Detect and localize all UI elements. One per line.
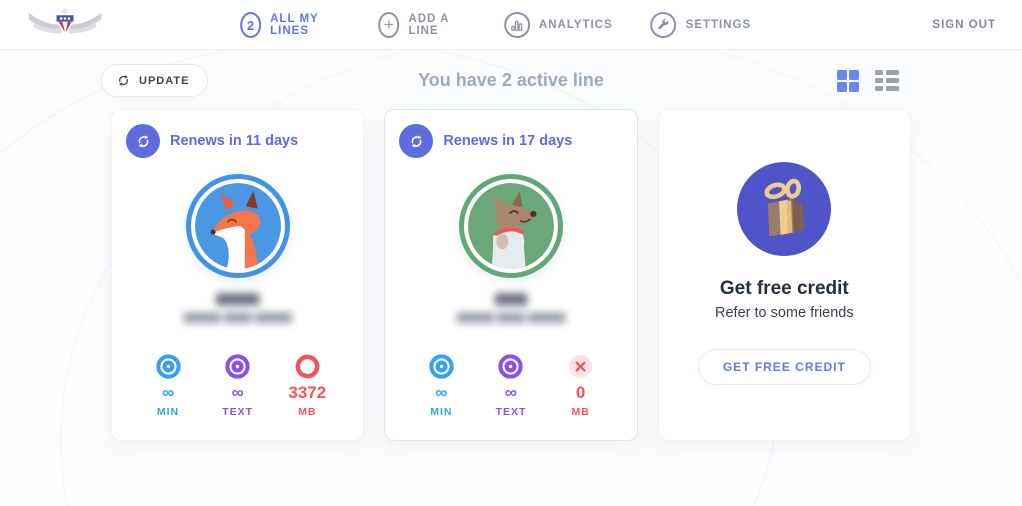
lines-count-badge: 2 — [240, 12, 262, 38]
toolbar: UPDATE You have 2 active line — [101, 64, 921, 97]
avatar-ring — [185, 174, 290, 278]
line-number-blurred: ▆▆▆▆ ▆▆▆ ▆▆▆▆ — [456, 309, 566, 324]
fox-avatar — [194, 183, 281, 269]
nav-add-a-line[interactable]: + ADD A LINE — [378, 12, 466, 38]
data-ring-icon — [295, 355, 320, 379]
data-label: MB — [298, 406, 317, 418]
line-card-1[interactable]: Renews in 11 days ▆▆▆▆ ▆▆▆▆ ▆▆▆ ▆▆▆▆ — [111, 109, 365, 441]
line-cards-row: Renews in 11 days ▆▆▆▆ ▆▆▆▆ ▆▆▆ ▆▆▆▆ — [111, 109, 911, 441]
nav-analytics[interactable]: ANALYTICS — [503, 12, 613, 38]
grid-view-icon[interactable] — [837, 69, 859, 92]
plus-icon: + — [378, 12, 400, 38]
referral-subtitle: Refer to some friends — [715, 305, 854, 321]
gift-icon — [737, 162, 832, 256]
line-number-blurred: ▆▆▆▆ ▆▆▆ ▆▆▆▆ — [183, 309, 292, 324]
lines-count: 2 — [247, 17, 255, 33]
renewal-text: Renews in 11 days — [170, 133, 299, 149]
minutes-target-icon — [155, 354, 181, 380]
nav-analytics-label: ANALYTICS — [538, 19, 613, 31]
list-view-icon[interactable] — [875, 69, 899, 92]
us-mobile-eagle-logo[interactable] — [26, 6, 104, 44]
auto-renew-icon — [126, 124, 160, 158]
data-stat: 3372 MB — [277, 353, 337, 418]
data-stat: 0 MB — [551, 353, 611, 418]
nav-add-a-line-label: ADD A LINE — [408, 13, 450, 37]
text-label: TEXT — [495, 406, 527, 418]
view-toggles — [837, 69, 921, 92]
line-name-blurred: ▆▆▆ — [494, 289, 528, 305]
eagle-logo-icon — [28, 6, 102, 36]
data-label: MB — [571, 406, 590, 418]
get-free-credit-button[interactable]: GET FREE CREDIT — [697, 349, 871, 385]
update-button-label: UPDATE — [139, 74, 190, 87]
minutes-stat: ∞ MIN — [411, 353, 471, 418]
renewal-info: Renews in 11 days — [126, 124, 298, 158]
active-lines-heading: You have 2 active line — [418, 70, 604, 90]
usage-stats: ∞ MIN ∞ TEXT 3372 MB — [112, 353, 363, 418]
sign-out-button[interactable]: SIGN OUT — [932, 18, 996, 31]
text-stat: ∞ TEXT — [208, 353, 268, 418]
renewal-text: Renews in 17 days — [443, 133, 573, 149]
text-value: ∞ — [504, 383, 518, 403]
data-value: 3372 — [288, 383, 327, 403]
refresh-icon — [119, 75, 128, 86]
nav-settings-label: SETTINGS — [685, 19, 752, 31]
usage-stats: ∞ MIN ∞ TEXT 0 MB — [385, 353, 636, 418]
data-depleted-x-icon — [569, 355, 593, 379]
data-value: 0 — [575, 383, 586, 403]
referral-card[interactable]: Get free credit Refer to some friends GE… — [657, 109, 911, 441]
main-nav: 2 ALL MY LINES + ADD A LINE ANALYTICS — [240, 0, 751, 50]
minutes-value: ∞ — [161, 383, 175, 403]
line-name-blurred: ▆▆▆▆ — [216, 289, 260, 305]
text-target-icon — [225, 354, 250, 380]
nav-settings[interactable]: SETTINGS — [650, 12, 752, 38]
line-card-2[interactable]: Renews in 17 days ▆▆▆ ▆▆▆▆ ▆▆▆ ▆▆▆▆ — [384, 109, 638, 441]
text-value: ∞ — [231, 383, 244, 403]
wrench-icon — [650, 12, 677, 38]
text-stat: ∞ TEXT — [481, 353, 541, 418]
top-nav-bar: 2 ALL MY LINES + ADD A LINE ANALYTICS — [0, 0, 1022, 50]
text-label: TEXT — [222, 406, 254, 418]
minutes-label: MIN — [430, 406, 453, 418]
minutes-stat: ∞ MIN — [138, 353, 198, 418]
minutes-label: MIN — [156, 406, 180, 418]
update-button[interactable]: UPDATE — [101, 64, 209, 97]
analytics-bars-icon — [503, 12, 530, 38]
nav-all-my-lines-label: ALL MY LINES — [270, 13, 319, 37]
text-target-icon — [498, 354, 524, 380]
minutes-value: ∞ — [435, 383, 448, 403]
minutes-target-icon — [429, 354, 454, 380]
dog-avatar — [467, 183, 554, 269]
avatar-ring — [458, 174, 563, 278]
referral-title: Get free credit — [719, 278, 849, 299]
renewal-info: Renews in 17 days — [399, 124, 572, 158]
auto-renew-icon — [399, 124, 434, 158]
nav-all-my-lines[interactable]: 2 ALL MY LINES — [240, 12, 340, 38]
